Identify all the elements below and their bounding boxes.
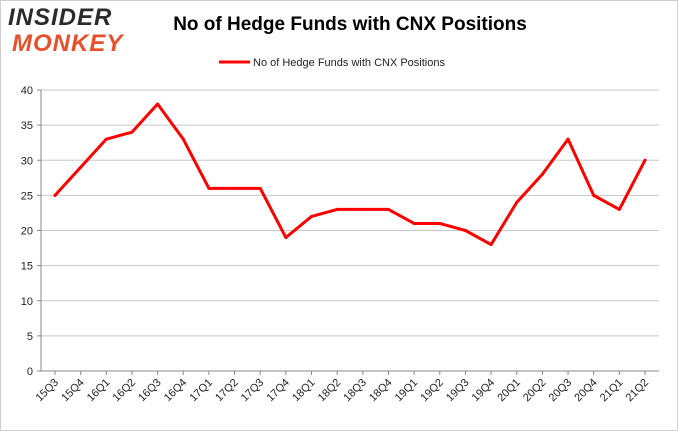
x-tick-label-16Q4: 16Q4 bbox=[162, 377, 190, 405]
data-point-17Q2 bbox=[233, 186, 237, 190]
grid-lines bbox=[41, 89, 659, 337]
x-tick-label-18Q1: 18Q1 bbox=[290, 377, 318, 405]
chart-title: No of Hedge Funds with CNX Positions bbox=[173, 14, 527, 35]
y-tick-label-30: 30 bbox=[21, 155, 33, 167]
x-tick-label-17Q4: 17Q4 bbox=[264, 377, 292, 405]
y-tick-label-40: 40 bbox=[21, 85, 33, 97]
data-point-20Q3 bbox=[566, 137, 570, 141]
logo-text-monkey: MONKEY bbox=[12, 30, 124, 57]
x-tick-label-19Q3: 19Q3 bbox=[444, 377, 472, 405]
x-tick-label-17Q1: 17Q1 bbox=[188, 377, 216, 405]
data-point-20Q1 bbox=[515, 200, 519, 204]
data-point-21Q1 bbox=[617, 207, 621, 211]
data-point-16Q4 bbox=[181, 137, 185, 141]
data-point-15Q3 bbox=[53, 193, 57, 197]
y-tick-label-35: 35 bbox=[21, 120, 33, 132]
data-point-16Q2 bbox=[130, 130, 134, 134]
axes bbox=[37, 89, 659, 375]
data-point-15Q4 bbox=[79, 165, 83, 169]
x-tick-label-20Q4: 20Q4 bbox=[572, 377, 600, 405]
data-point-18Q2 bbox=[335, 207, 339, 211]
legend: No of Hedge Funds with CNX Positions bbox=[219, 57, 445, 69]
logo-text-insider: INSIDER bbox=[8, 4, 113, 31]
x-tick-label-17Q3: 17Q3 bbox=[239, 377, 267, 405]
data-point-19Q2 bbox=[438, 221, 442, 225]
data-point-21Q2 bbox=[643, 158, 647, 162]
x-tick-label-16Q1: 16Q1 bbox=[85, 377, 113, 405]
data-point-17Q1 bbox=[207, 186, 211, 190]
data-point-19Q1 bbox=[412, 221, 416, 225]
data-point-16Q1 bbox=[104, 137, 108, 141]
y-tick-label-5: 5 bbox=[27, 331, 33, 343]
data-point-16Q3 bbox=[156, 102, 160, 106]
data-point-18Q4 bbox=[386, 207, 390, 211]
x-tick-label-16Q3: 16Q3 bbox=[136, 377, 164, 405]
x-tick-label-21Q1: 21Q1 bbox=[598, 377, 626, 405]
y-tick-label-15: 15 bbox=[21, 261, 33, 273]
y-tick-label-0: 0 bbox=[27, 366, 33, 378]
x-tick-label-15Q3: 15Q3 bbox=[34, 377, 62, 405]
series-line-0 bbox=[53, 102, 647, 247]
y-tick-label-10: 10 bbox=[21, 296, 33, 308]
y-tick-label-20: 20 bbox=[21, 226, 33, 238]
x-tick-label-18Q4: 18Q4 bbox=[367, 377, 395, 405]
data-point-17Q4 bbox=[284, 236, 288, 240]
x-tick-label-20Q1: 20Q1 bbox=[495, 377, 523, 405]
legend-label: No of Hedge Funds with CNX Positions bbox=[253, 57, 445, 69]
data-point-20Q2 bbox=[540, 172, 544, 176]
data-point-18Q3 bbox=[361, 207, 365, 211]
y-tick-label-25: 25 bbox=[21, 190, 33, 202]
x-tick-label-18Q2: 18Q2 bbox=[316, 377, 344, 405]
data-point-20Q4 bbox=[592, 193, 596, 197]
x-tick-label-20Q3: 20Q3 bbox=[547, 377, 575, 405]
x-tick-label-16Q2: 16Q2 bbox=[111, 377, 139, 405]
x-tick-label-20Q2: 20Q2 bbox=[521, 377, 549, 405]
y-tick-labels: 0 5 10 15 20 25 30 35 40 bbox=[21, 85, 33, 378]
insider-monkey-logo: INSIDER MONKEY bbox=[8, 6, 126, 56]
data-point-17Q3 bbox=[258, 186, 262, 190]
series-lines bbox=[53, 102, 647, 247]
x-tick-label-19Q4: 19Q4 bbox=[470, 377, 498, 405]
data-point-19Q4 bbox=[489, 243, 493, 247]
x-tick-label-19Q2: 19Q2 bbox=[418, 377, 446, 405]
x-tick-label-21Q2: 21Q2 bbox=[624, 377, 652, 405]
x-tick-labels: 15Q315Q416Q116Q216Q316Q417Q117Q217Q317Q4… bbox=[34, 377, 652, 405]
x-tick-label-15Q4: 15Q4 bbox=[59, 377, 87, 405]
data-point-18Q1 bbox=[310, 214, 314, 218]
x-tick-label-17Q2: 17Q2 bbox=[213, 377, 241, 405]
x-tick-label-18Q3: 18Q3 bbox=[341, 377, 369, 405]
data-point-19Q3 bbox=[463, 229, 467, 232]
x-tick-label-19Q1: 19Q1 bbox=[393, 377, 421, 405]
